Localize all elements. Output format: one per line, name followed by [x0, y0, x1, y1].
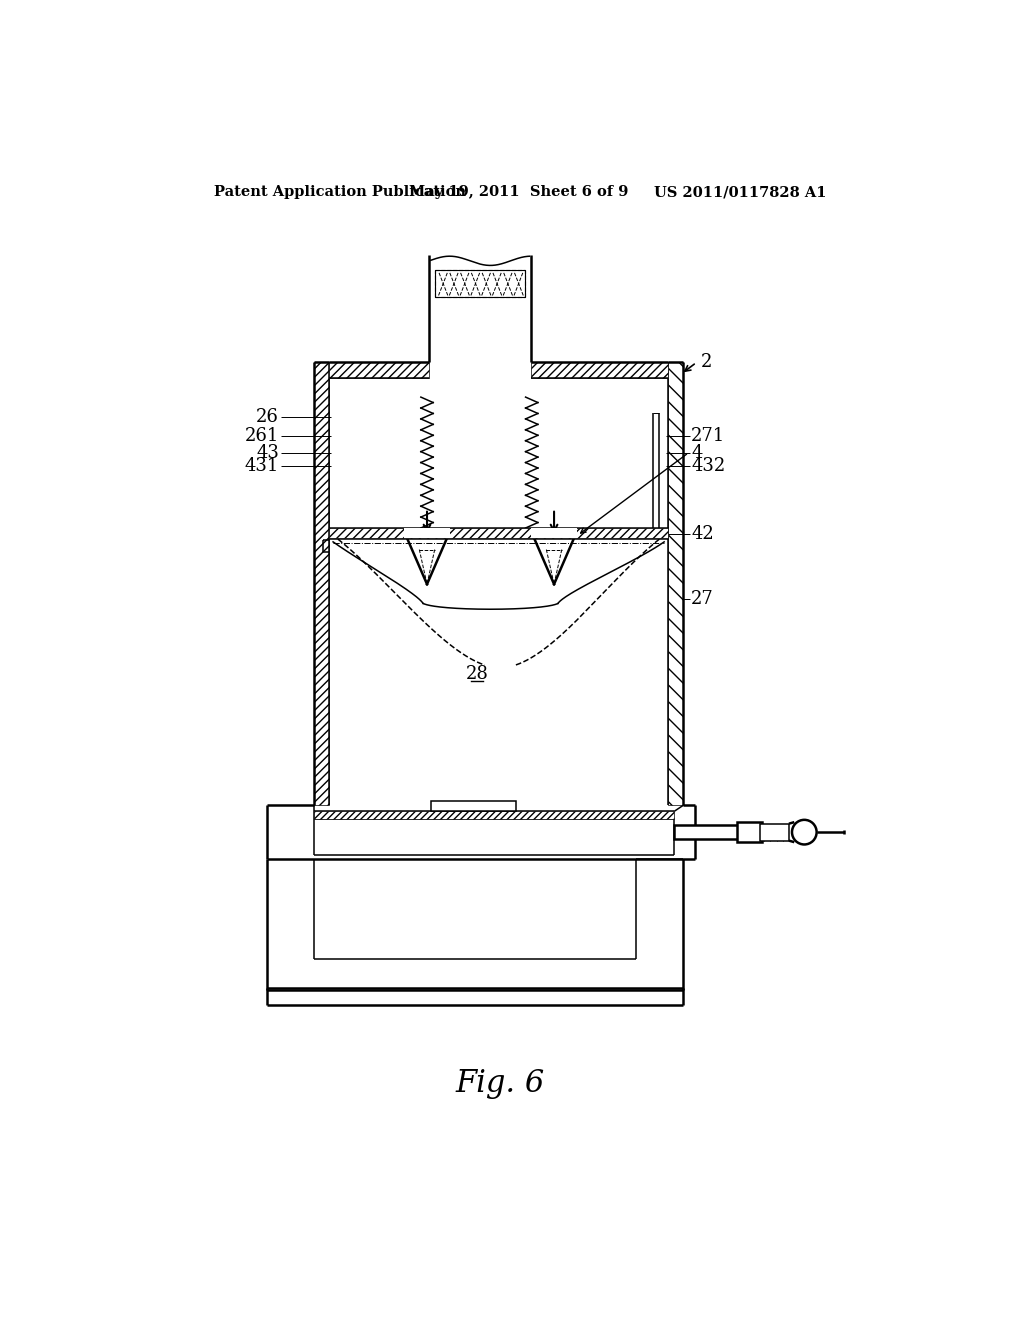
Text: 431: 431: [245, 458, 280, 475]
Text: Fig. 6: Fig. 6: [456, 1068, 545, 1100]
Text: 42: 42: [691, 525, 714, 543]
Text: 26: 26: [256, 408, 280, 426]
Bar: [668, 363, 683, 805]
Text: 261: 261: [245, 426, 280, 445]
Text: 432: 432: [691, 458, 725, 475]
Bar: [761, 824, 788, 841]
Bar: [330, 528, 668, 539]
Text: 43: 43: [256, 444, 280, 462]
Text: 27: 27: [691, 590, 714, 607]
Bar: [737, 822, 762, 842]
Bar: [531, 363, 668, 378]
Bar: [330, 363, 429, 378]
Bar: [531, 528, 578, 539]
Bar: [674, 825, 739, 840]
Text: May 19, 2011  Sheet 6 of 9: May 19, 2011 Sheet 6 of 9: [410, 185, 629, 199]
Text: US 2011/0117828 A1: US 2011/0117828 A1: [654, 185, 826, 199]
Text: 2: 2: [700, 354, 712, 371]
Bar: [403, 528, 451, 539]
Bar: [431, 800, 515, 812]
Text: 28: 28: [466, 665, 488, 684]
Circle shape: [792, 820, 816, 845]
Text: 4: 4: [691, 444, 702, 462]
Bar: [313, 812, 674, 818]
Text: 271: 271: [691, 426, 725, 445]
Bar: [313, 363, 330, 805]
Bar: [435, 271, 525, 297]
Text: Patent Application Publication: Patent Application Publication: [214, 185, 466, 199]
